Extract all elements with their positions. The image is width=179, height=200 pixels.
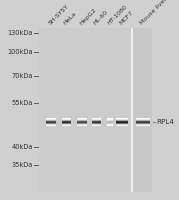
Bar bbox=[77, 119, 87, 120]
Bar bbox=[116, 121, 128, 122]
Bar bbox=[62, 121, 71, 122]
Text: HeLa: HeLa bbox=[62, 11, 77, 26]
Text: 40kDa: 40kDa bbox=[11, 144, 33, 150]
Bar bbox=[91, 118, 100, 119]
Text: 100kDa: 100kDa bbox=[7, 49, 33, 55]
Bar bbox=[107, 123, 113, 124]
Text: 35kDa: 35kDa bbox=[12, 162, 33, 168]
Bar bbox=[136, 121, 150, 122]
Text: HL-60: HL-60 bbox=[93, 10, 109, 26]
Text: MCF7: MCF7 bbox=[118, 10, 134, 26]
Text: 70kDa: 70kDa bbox=[11, 73, 33, 79]
Bar bbox=[136, 119, 150, 120]
Bar bbox=[107, 118, 113, 119]
Bar bbox=[77, 118, 87, 119]
Bar bbox=[136, 118, 150, 119]
Bar bbox=[107, 119, 113, 120]
Bar bbox=[46, 123, 56, 124]
Bar bbox=[77, 123, 87, 124]
Bar bbox=[46, 121, 56, 122]
Bar bbox=[116, 123, 128, 124]
Bar bbox=[116, 119, 128, 120]
Bar bbox=[136, 123, 150, 124]
Bar bbox=[38, 28, 131, 192]
Bar bbox=[46, 119, 56, 120]
Text: HT-1080: HT-1080 bbox=[107, 4, 128, 26]
Text: 130kDa: 130kDa bbox=[8, 30, 33, 36]
Text: RPL4: RPL4 bbox=[156, 119, 174, 125]
Bar bbox=[133, 28, 152, 192]
Bar bbox=[91, 123, 100, 124]
Bar bbox=[62, 118, 71, 119]
Bar bbox=[91, 121, 100, 122]
Bar bbox=[107, 121, 113, 122]
Bar bbox=[116, 118, 128, 119]
Text: SH-SY5Y: SH-SY5Y bbox=[47, 4, 70, 26]
Bar bbox=[131, 28, 133, 192]
Bar bbox=[91, 119, 100, 120]
Bar bbox=[62, 123, 71, 124]
Bar bbox=[77, 121, 87, 122]
Text: 55kDa: 55kDa bbox=[11, 100, 33, 106]
Bar bbox=[46, 118, 56, 119]
Bar bbox=[62, 119, 71, 120]
Text: HepG2: HepG2 bbox=[78, 7, 97, 26]
Text: Mouse liver: Mouse liver bbox=[139, 0, 169, 26]
